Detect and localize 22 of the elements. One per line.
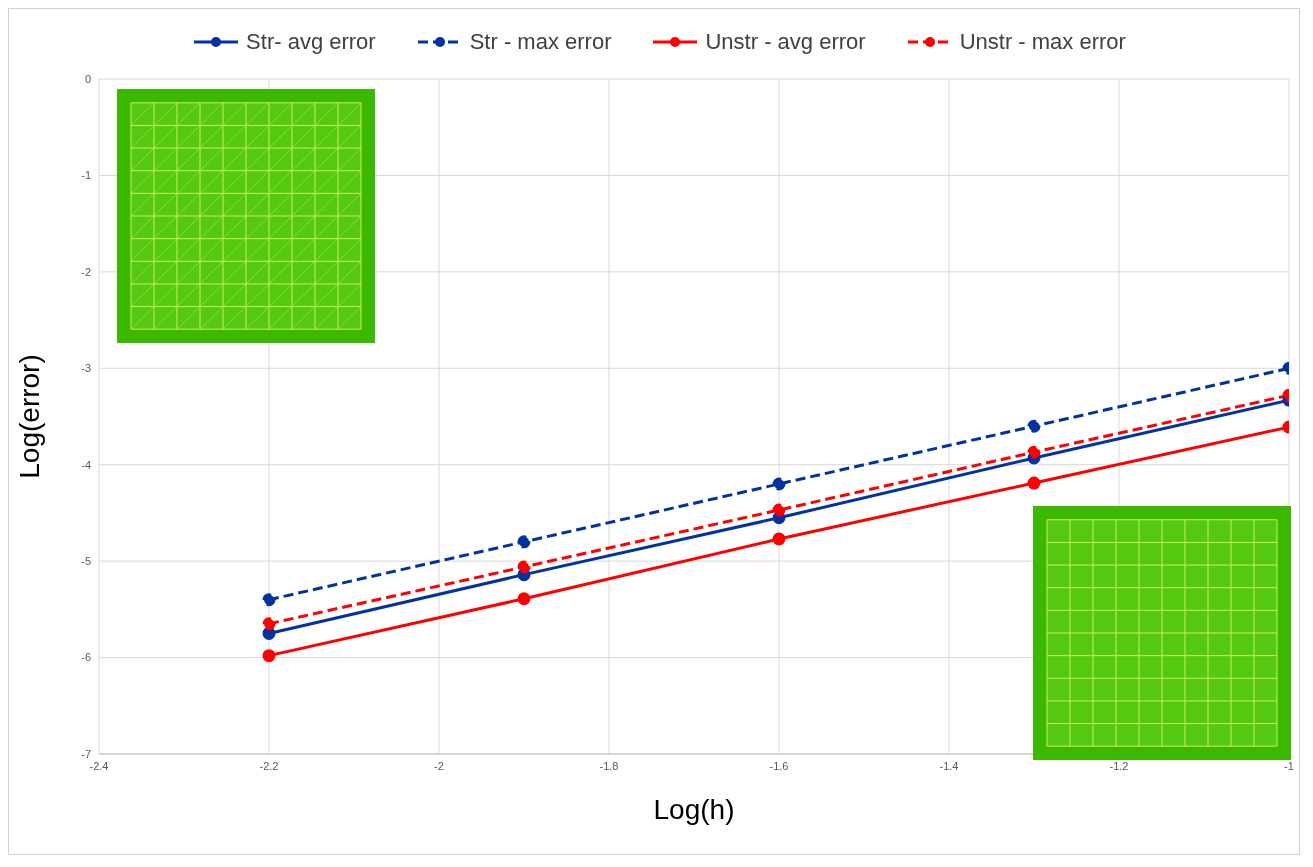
x-tick-label: -2.4	[89, 759, 109, 772]
x-tick-label: -2	[434, 759, 444, 772]
x-tick-label: -1.4	[939, 759, 959, 772]
legend-label: Str - max error	[469, 29, 612, 55]
legend-label: Unstr - avg error	[705, 29, 866, 55]
legend-label: Str- avg error	[246, 29, 376, 55]
y-tick-label: -7	[81, 747, 91, 760]
x-tick-label: -1	[1284, 759, 1294, 772]
y-tick-label: -2	[81, 265, 91, 278]
y-tick-label: -1	[81, 169, 91, 182]
y-axis-title: Log(error)	[13, 354, 45, 479]
x-tick-label: -1.6	[769, 759, 789, 772]
y-tick-label: -5	[81, 555, 91, 568]
y-tick-label: -3	[81, 362, 91, 375]
y-tick-label: 0	[84, 72, 91, 85]
x-axis-title: Log(h)	[653, 794, 735, 825]
x-tick-label: -1.8	[599, 759, 619, 772]
x-tick-label: -1.2	[1109, 759, 1129, 772]
x-tick-label: -2.2	[259, 759, 279, 772]
legend-label: Unstr - max error	[959, 29, 1126, 55]
y-tick-label: -4	[81, 458, 91, 471]
y-tick-label: -6	[81, 651, 91, 664]
